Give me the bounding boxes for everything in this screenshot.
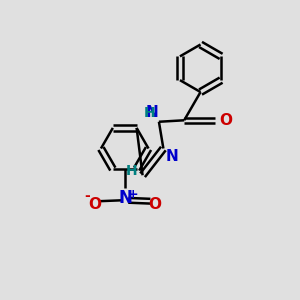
Text: N: N (166, 149, 178, 164)
Text: O: O (219, 113, 232, 128)
Text: N: N (146, 105, 158, 120)
Text: N: N (118, 189, 132, 207)
Text: H: H (144, 106, 156, 120)
Text: -: - (85, 190, 91, 203)
Text: O: O (88, 197, 101, 212)
Text: +: + (128, 188, 138, 201)
Text: O: O (148, 197, 161, 212)
Text: H: H (126, 164, 137, 178)
